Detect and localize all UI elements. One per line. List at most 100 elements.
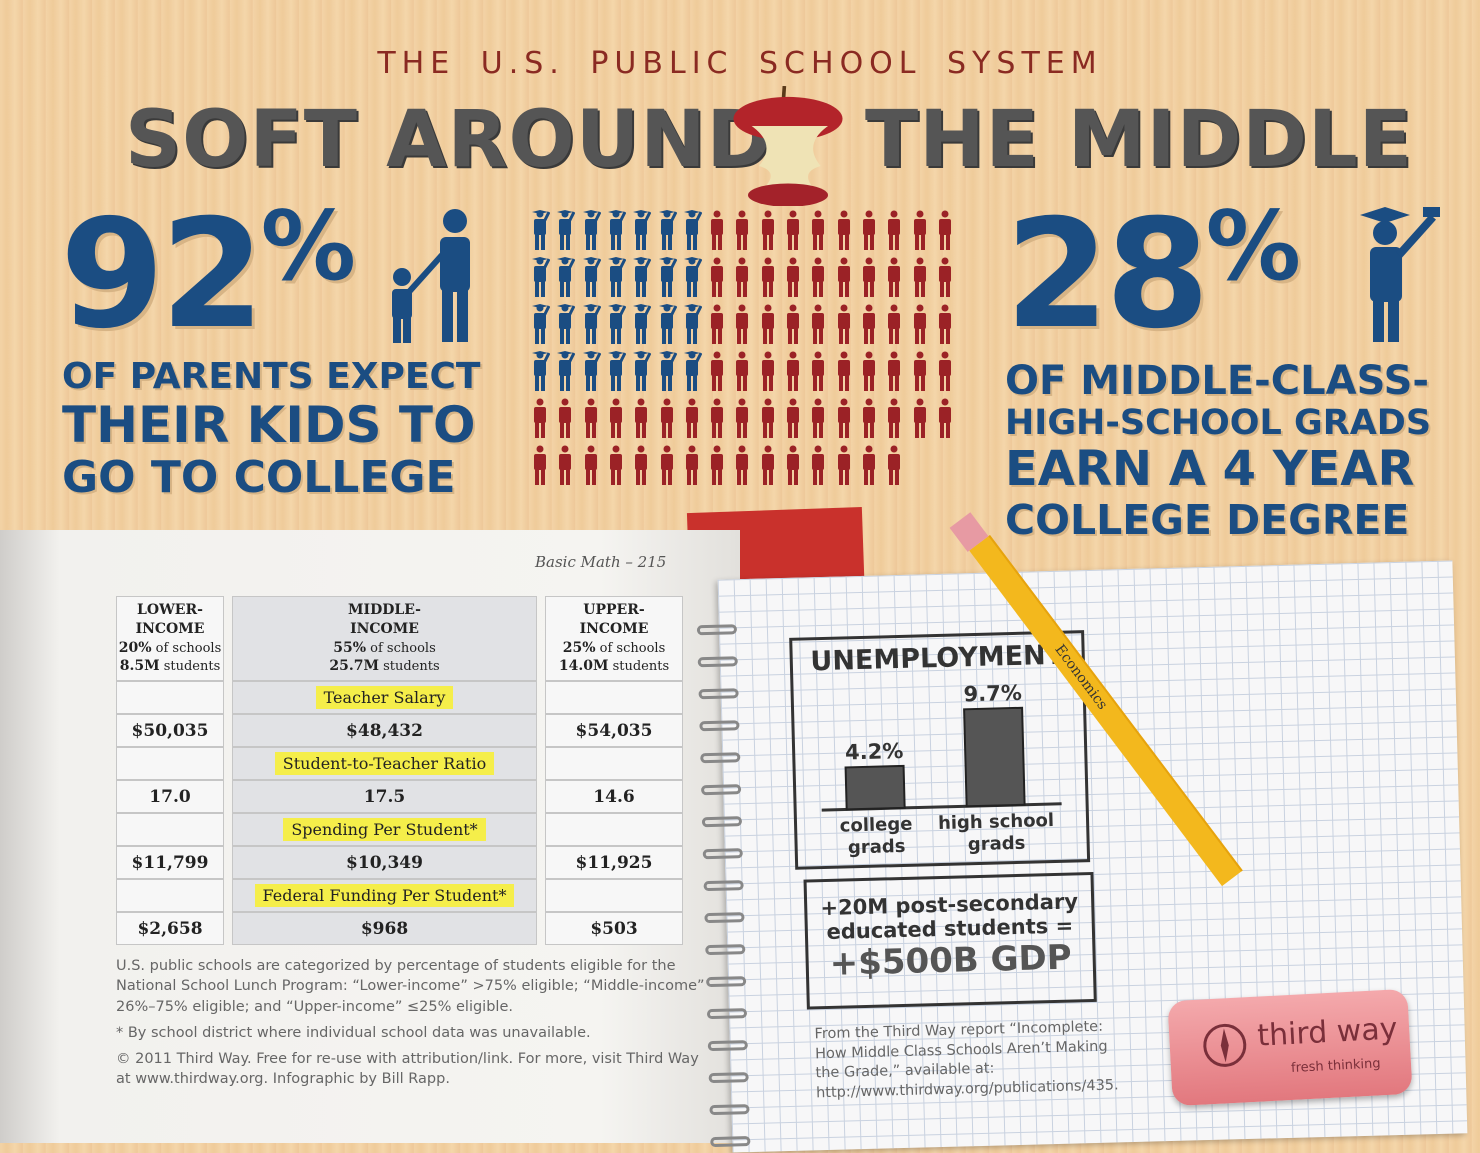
person-icon (837, 304, 850, 344)
school-comparison-table: LOWER- INCOME 20% of schools 8.5M students … (116, 596, 683, 945)
value-lower: $50,035 (116, 714, 224, 747)
graduate-person-icon (633, 304, 652, 344)
person-icon (888, 351, 901, 391)
person-icon (913, 304, 926, 344)
graduate-person-icon (683, 257, 702, 297)
value-upper: $54,035 (545, 714, 683, 747)
graduate-person-icon (557, 351, 576, 391)
stat-right-line-4: COLLEGE DEGREE (1005, 496, 1410, 544)
person-icon (913, 257, 926, 297)
spiral-ring (706, 976, 747, 988)
graduate-person-icon (557, 257, 576, 297)
eraser-brand: third way (1256, 1011, 1399, 1054)
person-icon (837, 445, 850, 485)
person-icon (913, 398, 926, 438)
graduate-person-icon (658, 210, 677, 250)
value-upper: 14.6 (545, 780, 683, 813)
person-icon (812, 257, 825, 297)
metric-label: Federal Funding Per Student* (254, 883, 515, 907)
value-upper: $11,925 (545, 846, 683, 879)
person-icon (862, 351, 875, 391)
graduate-person-icon (658, 304, 677, 344)
graduate-person-icon (633, 257, 652, 297)
value-middle: $968 (232, 912, 537, 945)
graduate-person-icon (532, 351, 550, 391)
person-icon (787, 304, 799, 344)
spiral-ring (697, 656, 738, 668)
graduate-person-icon (607, 351, 626, 391)
graduate-person-icon (683, 210, 702, 250)
graduate-person-icon (582, 257, 601, 297)
person-icon (609, 398, 622, 438)
graduate-person-icon (607, 304, 626, 344)
person-icon (584, 445, 597, 485)
graduate-icon (1360, 207, 1440, 342)
report-link[interactable]: http://www.thirdway.org/publications/435 (815, 1077, 1115, 1102)
person-icon (635, 445, 648, 485)
graduate-person-icon (582, 351, 601, 391)
graduate-person-icon (683, 351, 702, 391)
spiral-ring (700, 752, 741, 764)
chart-category-label: high school (938, 810, 1055, 834)
source-note: From the Third Way report “Incomplete: H… (814, 1018, 1119, 1102)
person-icon (862, 257, 875, 297)
person-icon (711, 445, 724, 485)
graduate-person-icon (582, 304, 601, 344)
spiral-ring (701, 816, 743, 828)
person-icon (787, 351, 799, 391)
stat-right-value: 28% (1005, 188, 1301, 362)
person-icon (938, 304, 951, 344)
graduate-person-icon (582, 210, 601, 250)
stat-left-value: 92% (60, 188, 356, 362)
person-icon (711, 304, 724, 344)
person-icon (635, 398, 648, 438)
graduate-person-icon (557, 304, 576, 344)
person-icon (837, 210, 850, 250)
person-icon (736, 304, 749, 344)
chart-data-label: 4.2% (845, 739, 904, 765)
graduate-person-icon (532, 257, 550, 297)
person-icon (862, 445, 875, 485)
table-row-values: 17.0 17.5 14.6 (116, 780, 683, 813)
person-icon (862, 210, 875, 250)
person-icon (812, 351, 825, 391)
column-header-middle: MIDDLE- INCOME 55% of schools 25.7M student… (232, 596, 537, 681)
person-icon (685, 445, 698, 485)
parent-child-icon (392, 209, 470, 343)
chart-title: UNEMPLOYMENT (810, 639, 1065, 678)
person-icon (609, 445, 622, 485)
person-icon (711, 210, 724, 250)
gdp-line-3: +$500B GDP (829, 937, 1073, 984)
person-icon (736, 257, 749, 297)
thirdway-link[interactable]: www.thirdway.org (135, 1071, 264, 1088)
asterisk-note: * By school district where individual sc… (116, 1024, 591, 1041)
stat-left-line-2: THEIR KIDS TO (62, 396, 476, 454)
person-icon (812, 304, 825, 344)
unemployment-chart: UNEMPLOYMENT 4.2% college grads 9.7% high sc… (789, 630, 1091, 870)
spiral-ring (710, 1136, 751, 1148)
person-icon (660, 398, 673, 438)
chart-bar (963, 706, 1026, 808)
person-icon (736, 445, 749, 485)
page-header: Basic Math – 215 (535, 553, 667, 571)
stat-right-line-1: OF MIDDLE-CLASS- (1005, 358, 1429, 404)
person-icon (761, 398, 774, 438)
stat-left-line-1: OF PARENTS EXPECT (62, 356, 481, 397)
spiral-ring (699, 720, 740, 732)
person-icon (559, 398, 572, 438)
person-icon (736, 351, 749, 391)
value-upper: $503 (545, 912, 683, 945)
spiral-ring (709, 1104, 750, 1116)
stat-right-line-2: HIGH-SCHOOL GRADS (1005, 403, 1432, 443)
spiral-ring (703, 880, 744, 892)
apple-core-icon (733, 86, 843, 206)
person-icon (711, 398, 724, 438)
definition-note: U.S. public schools are categorized by p… (116, 958, 705, 1015)
table-row-label: Spending Per Student* (116, 813, 683, 846)
person-icon (888, 304, 901, 344)
spiral-ring (705, 944, 746, 956)
person-icon (761, 210, 774, 250)
graduate-person-icon (658, 257, 677, 297)
person-icon (711, 257, 724, 297)
